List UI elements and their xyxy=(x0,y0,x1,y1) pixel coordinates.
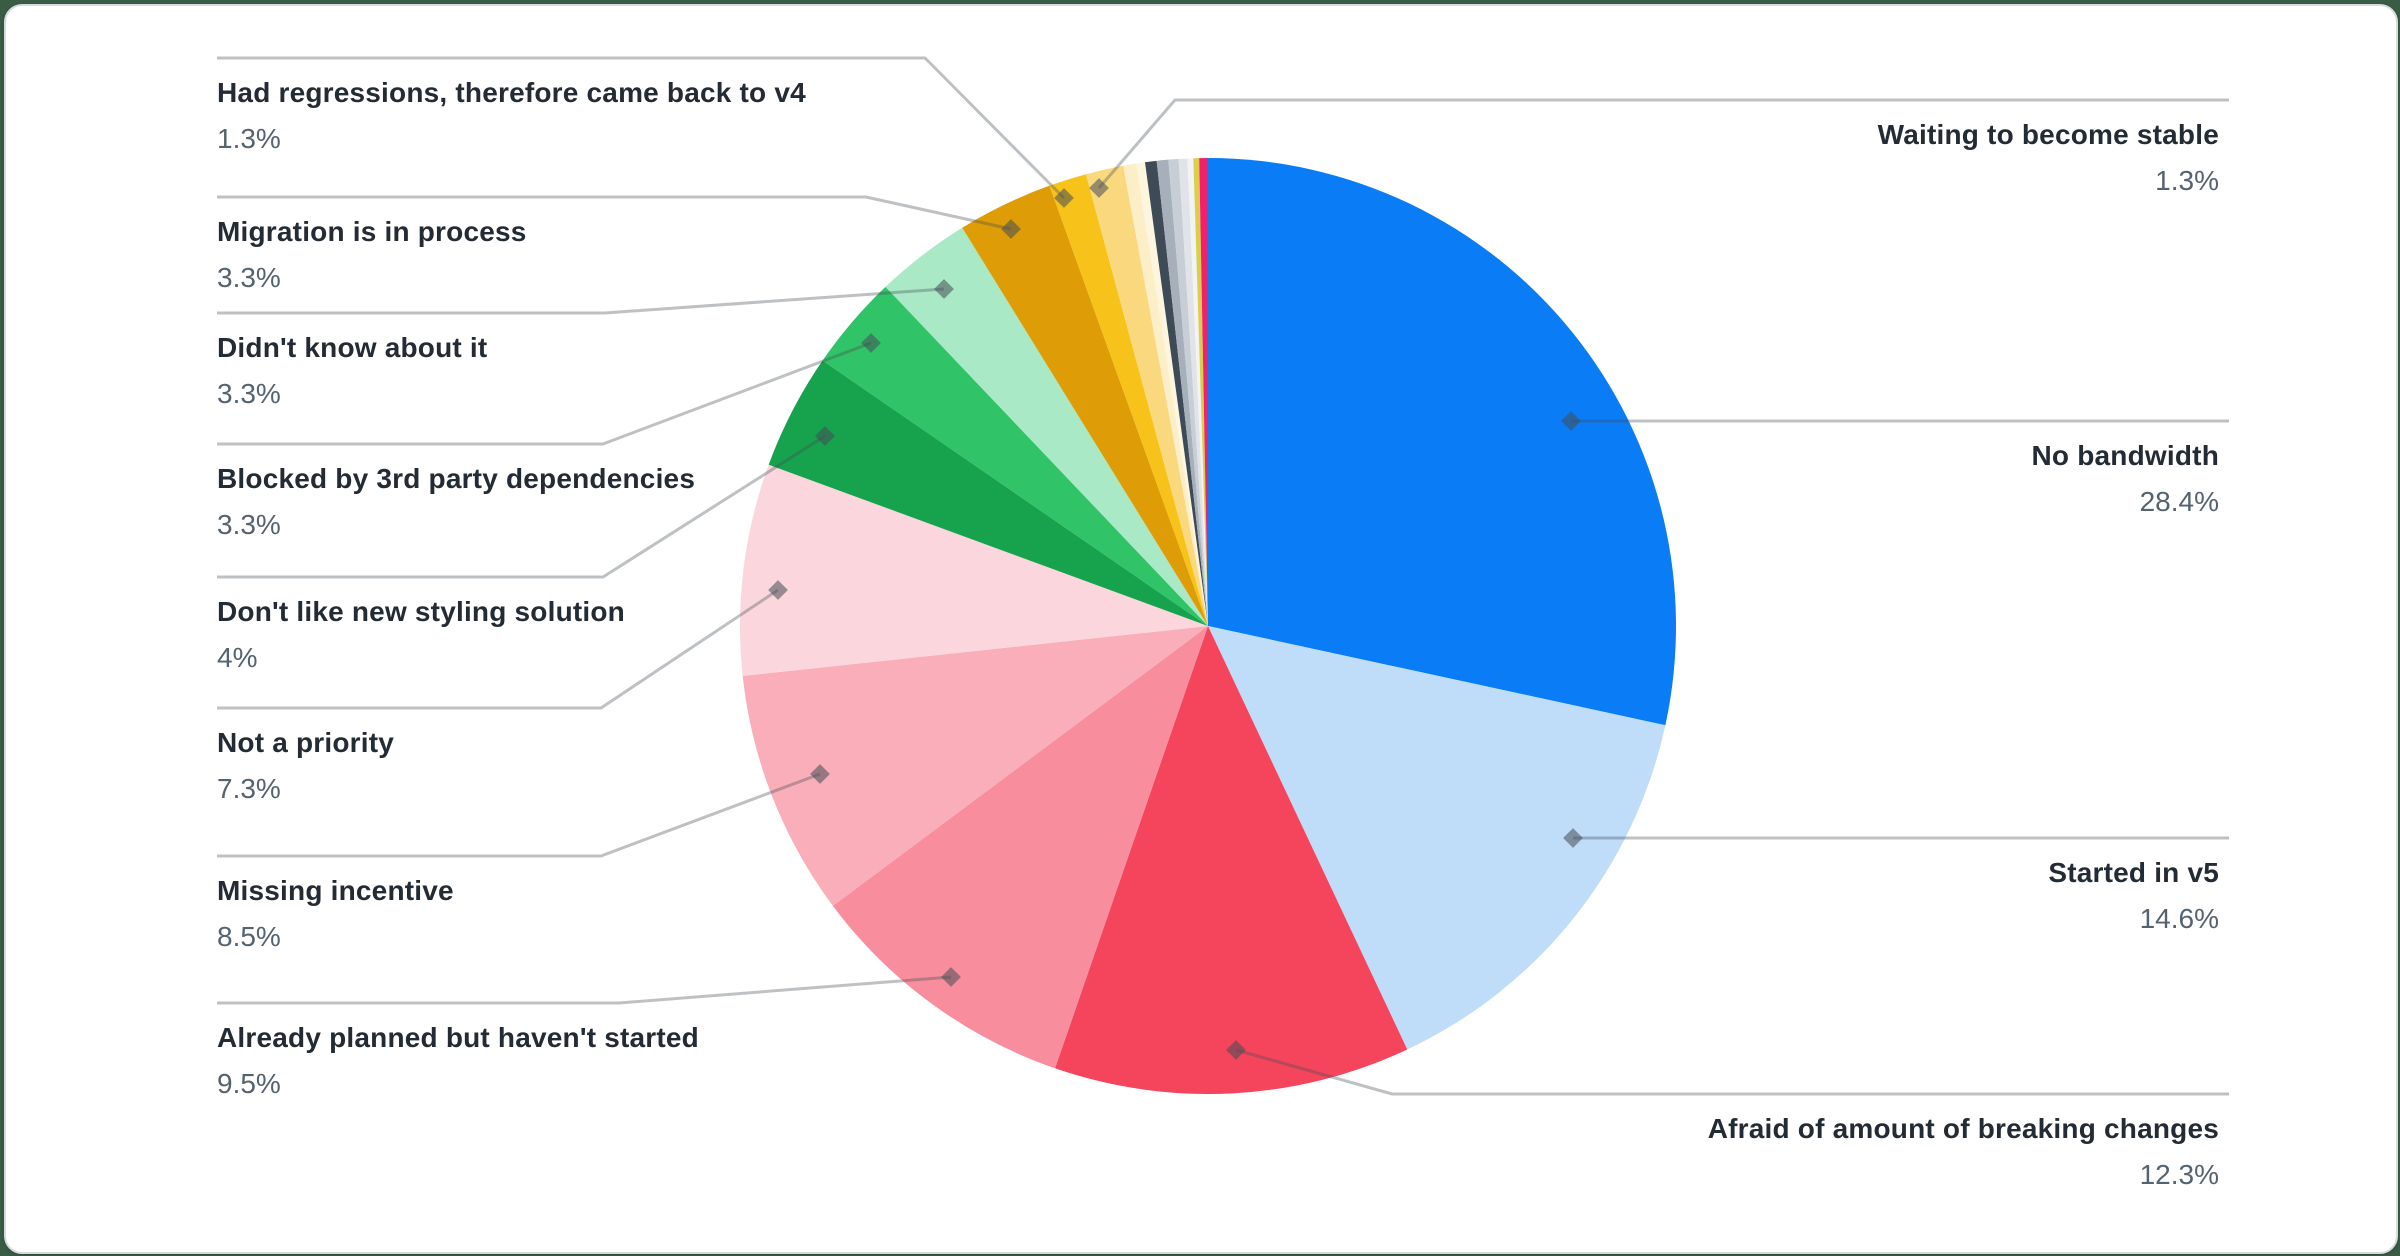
pie-slice-had-regressions-back-to-v4[interactable] xyxy=(1049,174,1208,626)
slice-percent: 9.5% xyxy=(217,1068,281,1099)
callout-marker-not-a-priority xyxy=(768,580,788,600)
pie-slice-unlabeled-olive[interactable] xyxy=(1193,158,1208,626)
slice-callout-blocked-by-3rd-party: Blocked by 3rd party dependencies 3.3% xyxy=(217,465,695,539)
slice-label: Started in v5 xyxy=(2048,857,2219,888)
slice-callout-didnt-know-about-it: Didn't know about it 3.3% xyxy=(217,334,487,408)
slice-label: Migration is in process xyxy=(217,216,527,247)
slice-percent: 1.3% xyxy=(2155,165,2219,196)
callout-marker-afraid-of-breaking-changes xyxy=(1226,1040,1246,1060)
callout-line-not-a-priority xyxy=(217,588,779,710)
slice-percent: 1.3% xyxy=(217,123,281,154)
slice-percent: 4% xyxy=(217,642,258,673)
callout-line-had-regressions-back-to-v4 xyxy=(217,56,1066,200)
slice-percent: 12.3% xyxy=(2139,1159,2219,1190)
pie-slice-unlabeled-gray-faint[interactable] xyxy=(1187,158,1208,627)
slice-label: Had regressions, therefore came back to … xyxy=(217,77,806,108)
slice-callout-no-bandwidth: No bandwidth 28.4% xyxy=(2032,442,2219,516)
slice-callout-had-regressions-back-to-v4: Had regressions, therefore came back to … xyxy=(217,79,806,153)
pie-slice-missing-incentive[interactable] xyxy=(742,626,1208,906)
slice-label: Not a priority xyxy=(217,727,395,758)
slice-callout-already-planned: Already planned but haven't started 9.5% xyxy=(217,1024,699,1098)
callout-line-didnt-know-about-it xyxy=(217,287,945,315)
pie-chart xyxy=(217,56,2229,1096)
slice-label: Blocked by 3rd party dependencies xyxy=(217,463,696,494)
slice-label: No bandwidth xyxy=(2031,440,2219,471)
callout-marker-blocked-by-3rd-party xyxy=(861,333,881,353)
callout-marker-already-planned xyxy=(941,967,961,987)
callout-marker-missing-incentive xyxy=(810,764,830,784)
pie-slice-unlabeled-cream-light[interactable] xyxy=(1136,162,1208,626)
slice-percent: 14.6% xyxy=(2139,903,2219,934)
slice-callout-not-a-priority: Not a priority 7.3% xyxy=(217,729,394,803)
callout-marker-didnt-know-about-it xyxy=(934,279,954,299)
pie-slice-didnt-know-about-it[interactable] xyxy=(885,227,1208,627)
callout-line-waiting-to-become-stable xyxy=(1097,98,2229,189)
pie-slice-no-bandwidth[interactable] xyxy=(1208,158,1676,726)
slice-percent: 3.3% xyxy=(217,378,281,409)
callout-line-blocked-by-3rd-party xyxy=(217,341,872,446)
pie-slice-blocked-by-3rd-party[interactable] xyxy=(822,286,1208,626)
callout-marker-started-in-v5 xyxy=(1563,828,1583,848)
pie-slice-started-in-v5[interactable] xyxy=(1208,626,1666,1050)
slice-percent: 7.3% xyxy=(217,773,281,804)
slice-callout-waiting-to-become-stable: Waiting to become stable 1.3% xyxy=(1878,121,2219,195)
pie-slice-already-planned[interactable] xyxy=(832,626,1208,1069)
slice-label: Didn't know about it xyxy=(217,332,488,363)
chart-card: No bandwidth 28.4% Started in v5 14.6% Afrai… xyxy=(4,4,2398,1254)
slice-callout-dont-like-new-styling: Don't like new styling solution 4% xyxy=(217,598,625,672)
slice-percent: 8.5% xyxy=(217,921,281,952)
pie-slice-unlabeled-cream[interactable] xyxy=(1123,163,1208,626)
pie-slice-afraid-of-breaking-changes[interactable] xyxy=(1055,626,1408,1094)
pie-slice-unlabeled-magenta[interactable] xyxy=(1199,157,1208,626)
pie-slice-unlabeled-gray[interactable] xyxy=(1156,159,1208,626)
pie-slice-dont-like-new-styling[interactable] xyxy=(768,360,1208,626)
callout-line-dont-like-new-styling xyxy=(217,434,826,579)
pie-slice-unlabeled-gray-light[interactable] xyxy=(1168,158,1208,627)
callout-marker-had-regressions-back-to-v4 xyxy=(1054,188,1074,208)
slice-callout-afraid-of-breaking-changes: Afraid of amount of breaking changes 12.3… xyxy=(1708,1115,2219,1189)
pie-slice-unlabeled-slate[interactable] xyxy=(1144,160,1208,626)
slice-percent: 3.3% xyxy=(217,509,281,540)
callout-marker-no-bandwidth xyxy=(1561,411,1581,431)
slice-percent: 3.3% xyxy=(217,262,281,293)
callout-line-afraid-of-breaking-changes xyxy=(1235,1048,2229,1096)
callout-line-already-planned xyxy=(217,975,952,1005)
callout-marker-dont-like-new-styling xyxy=(815,426,835,446)
slice-percent: 28.4% xyxy=(2139,486,2219,517)
slice-callout-started-in-v5: Started in v5 14.6% xyxy=(2048,859,2219,933)
slice-callout-migration-in-process: Migration is in process 3.3% xyxy=(217,218,527,292)
slice-callout-missing-incentive: Missing incentive 8.5% xyxy=(217,877,454,951)
slice-label: Afraid of amount of breaking changes xyxy=(1707,1113,2219,1144)
callout-line-missing-incentive xyxy=(217,772,821,858)
callout-marker-waiting-to-become-stable xyxy=(1089,178,1109,198)
slice-label: Missing incentive xyxy=(217,875,454,906)
pie-slice-not-a-priority[interactable] xyxy=(740,464,1208,676)
slice-label: Waiting to become stable xyxy=(1877,119,2219,150)
pie-slice-migration-in-process[interactable] xyxy=(962,185,1208,627)
pie-slice-unlabeled-gray-lighter[interactable] xyxy=(1178,158,1208,626)
slice-label: Already planned but haven't started xyxy=(217,1022,699,1053)
pie-slice-waiting-to-become-stable[interactable] xyxy=(1085,165,1208,626)
callout-line-migration-in-process xyxy=(217,195,1012,231)
slice-label: Don't like new styling solution xyxy=(217,596,625,627)
